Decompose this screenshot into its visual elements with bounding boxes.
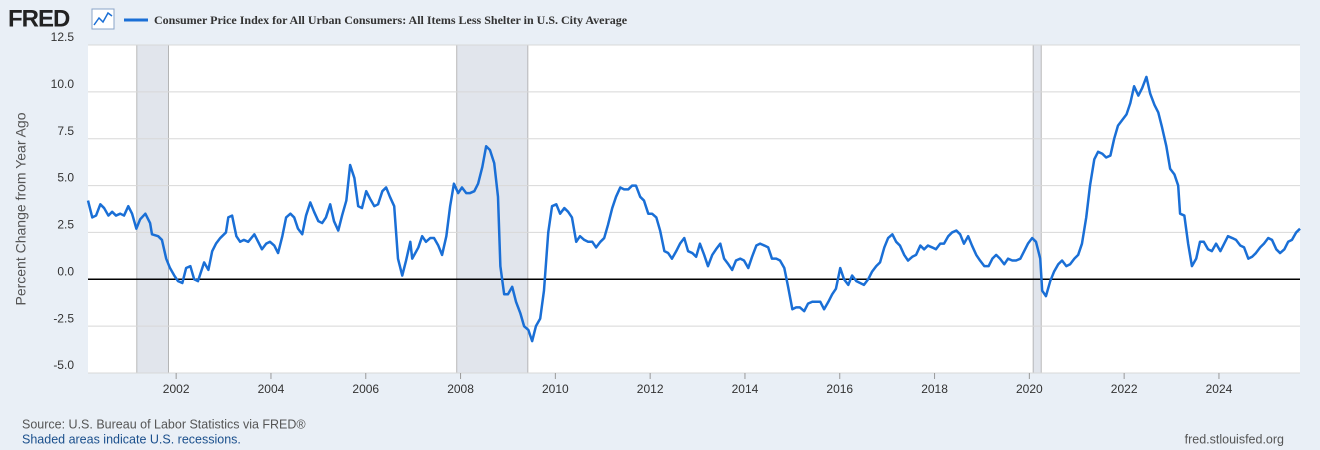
x-tick-label: 2004 [258,382,285,396]
y-tick-label: 5.0 [57,171,74,185]
y-axis-label: Percent Change from Year Ago [13,112,29,305]
x-tick-label: 2022 [1111,382,1138,396]
plot-area [88,45,1300,373]
y-tick-label: 0.0 [57,264,74,278]
x-tick-label: 2012 [637,382,664,396]
x-tick-label: 2002 [163,382,190,396]
site-url[interactable]: fred.stlouisfed.org [1185,432,1284,446]
recession-band [456,44,529,374]
y-tick-label: 2.5 [57,218,74,232]
recession-note: Shaded areas indicate U.S. recessions. [22,432,241,446]
source-note: Source: U.S. Bureau of Labor Statistics … [22,417,306,431]
x-tick-label: 2016 [826,382,853,396]
recession-band [136,44,169,374]
x-tick-label: 2006 [352,382,379,396]
y-tick-label: 7.5 [57,124,74,138]
x-tick-label: 2018 [921,382,948,396]
x-tick-label: 2020 [1016,382,1043,396]
x-tick-label: 2014 [732,382,759,396]
y-tick-label: 10.0 [51,77,75,91]
legend-label: Consumer Price Index for All Urban Consu… [154,13,628,27]
logo-icon [91,8,115,30]
series-line [86,75,1301,343]
x-tick-label: 2008 [447,382,474,396]
y-tick-label: -5.0 [53,358,74,372]
brand-logo[interactable]: FRED [8,5,71,32]
x-tick-label: 2010 [542,382,569,396]
x-tick-label: 2024 [1206,382,1233,396]
recession-band [1032,44,1042,374]
y-tick-label: -2.5 [53,311,74,325]
y-tick-label: 12.5 [51,30,75,44]
